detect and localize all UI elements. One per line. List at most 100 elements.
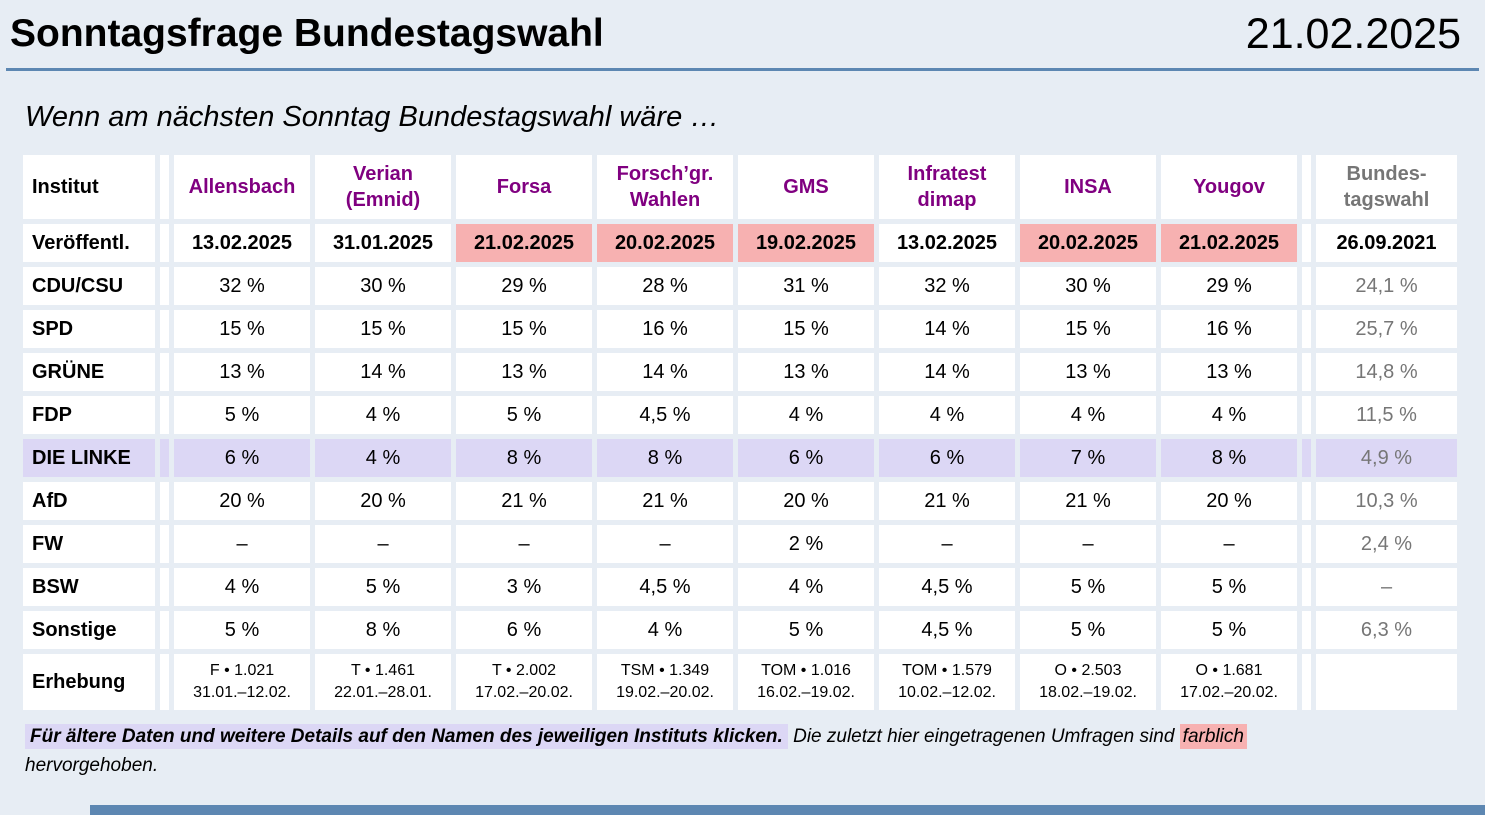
party-label: FW: [23, 525, 155, 563]
institute-header-cell: Yougov: [1161, 155, 1297, 219]
poll-value-cell: 13 %: [1020, 353, 1156, 391]
published-date-cell: 20.02.2025: [597, 224, 733, 262]
table-row: Sonstige 5 % 8 % 6 % 4 % 5 % 4,5 % 5 % 5 % 6,3 %: [23, 611, 1457, 649]
poll-value-cell: 4 %: [738, 396, 874, 434]
poll-value-cell: 20 %: [738, 482, 874, 520]
table-row: SPD 15 % 15 % 15 % 16 % 15 % 14 % 15 % 16 % 25,7 …: [23, 310, 1457, 348]
poll-value-cell: 6 %: [879, 439, 1015, 477]
institute-link[interactable]: Verian (Emnid): [345, 163, 421, 211]
poll-value-cell: 32 %: [174, 267, 310, 305]
poll-value-cell: 20 %: [315, 482, 451, 520]
published-label: Veröffentl.: [23, 224, 155, 262]
poll-value-cell: 16 %: [1161, 310, 1297, 348]
poll-table: Institut Allensbach Verian (Emnid) Forsa For…: [18, 150, 1462, 715]
table-row: DIE LINKE 6 % 4 % 8 % 8 % 6 % 6 % 7 % 8 % 4,9 %: [23, 439, 1457, 477]
election-result-cell: 11,5 %: [1316, 396, 1457, 434]
party-label: GRÜNE: [23, 353, 155, 391]
institute-link[interactable]: GMS: [783, 176, 829, 198]
election-result-cell: 25,7 %: [1316, 310, 1457, 348]
poll-value-cell: 13 %: [1161, 353, 1297, 391]
institute-header-cell: Forsa: [456, 155, 592, 219]
institute-link[interactable]: INSA: [1064, 176, 1112, 198]
poll-value-cell: 28 %: [597, 267, 733, 305]
poll-value-cell: –: [315, 525, 451, 563]
party-label: AfD: [23, 482, 155, 520]
survey-label: Erhebung: [23, 654, 155, 710]
election-result-cell: 24,1 %: [1316, 267, 1457, 305]
subtitle: Wenn am nächsten Sonntag Bundestagswahl …: [25, 101, 720, 133]
published-date-cell: 13.02.2025: [174, 224, 310, 262]
poll-value-cell: 4,5 %: [597, 568, 733, 606]
table-row: FW – – – –2 % – – –2,4 %: [23, 525, 1457, 563]
spacer-cell: [1302, 439, 1311, 477]
poll-value-cell: 4 %: [315, 439, 451, 477]
spacer-cell: [160, 654, 169, 710]
poll-value-cell: 13 %: [738, 353, 874, 391]
table-row: GRÜNE 13 % 14 % 13 % 14 % 13 % 14 % 13 % 13 % 14,…: [23, 353, 1457, 391]
election-result-cell: 2,4 %: [1316, 525, 1457, 563]
election-result-cell: 10,3 %: [1316, 482, 1457, 520]
published-date-cell: 31.01.2025: [315, 224, 451, 262]
institute-link[interactable]: Allensbach: [188, 176, 296, 198]
poll-value-cell: 29 %: [1161, 267, 1297, 305]
table-header-row: Institut Allensbach Verian (Emnid) Forsa For…: [23, 155, 1457, 219]
poll-value-cell: 4 %: [738, 568, 874, 606]
survey-info-cell: T • 1.461 22.01.–28.01.: [315, 654, 451, 710]
spacer-cell: [160, 267, 169, 305]
institut-corner-label: Institut: [23, 155, 155, 219]
poll-value-cell: 4 %: [315, 396, 451, 434]
election-result-cell: 14,8 %: [1316, 353, 1457, 391]
published-date-cell: 20.02.2025: [1020, 224, 1156, 262]
poll-value-cell: 5 %: [174, 611, 310, 649]
poll-value-cell: 5 %: [1161, 611, 1297, 649]
spacer-cell: [160, 568, 169, 606]
party-label: CDU/CSU: [23, 267, 155, 305]
election-date-cell: 26.09.2021: [1316, 224, 1457, 262]
poll-value-cell: 14 %: [879, 310, 1015, 348]
poll-value-cell: 4 %: [597, 611, 733, 649]
institute-link[interactable]: Infratest dimap: [907, 163, 987, 211]
poll-value-cell: 21 %: [597, 482, 733, 520]
poll-value-cell: 21 %: [456, 482, 592, 520]
party-label: SPD: [23, 310, 155, 348]
institute-header-cell: INSA: [1020, 155, 1156, 219]
poll-value-cell: 4,5 %: [597, 396, 733, 434]
institute-link[interactable]: Forsa: [496, 176, 552, 198]
spacer-cell: [160, 396, 169, 434]
footnote-recent-text: Die zuletzt hier eingetragenen Umfragen …: [793, 726, 1175, 747]
published-date-cell: 21.02.2025: [1161, 224, 1297, 262]
header-date: 21.02.2025: [1245, 10, 1461, 58]
poll-value-cell: 8 %: [1161, 439, 1297, 477]
poll-value-cell: 4,5 %: [879, 611, 1015, 649]
poll-value-cell: 8 %: [597, 439, 733, 477]
poll-value-cell: 4,5 %: [879, 568, 1015, 606]
survey-empty-cell: [1316, 654, 1457, 710]
spacer-cell: [1302, 654, 1311, 710]
survey-info-cell: TOM • 1.016 16.02.–19.02.: [738, 654, 874, 710]
spacer-cell: [1302, 155, 1311, 219]
poll-value-cell: 29 %: [456, 267, 592, 305]
survey-info-cell: TSM • 1.349 19.02.–20.02.: [597, 654, 733, 710]
published-row: Veröffentl. 13.02.2025 31.01.2025 21.02.202…: [23, 224, 1457, 262]
spacer-cell: [1302, 353, 1311, 391]
institute-link[interactable]: Yougov: [1193, 176, 1265, 198]
spacer-cell: [160, 525, 169, 563]
institute-link[interactable]: Forsch’gr. Wahlen: [616, 163, 714, 211]
survey-row: Erhebung F • 1.021 31.01.–12.02. T • 1.461…: [23, 654, 1457, 710]
spacer-cell: [1302, 267, 1311, 305]
poll-value-cell: 30 %: [1020, 267, 1156, 305]
poll-value-cell: 21 %: [879, 482, 1015, 520]
poll-value-cell: 15 %: [1020, 310, 1156, 348]
poll-value-cell: 13 %: [456, 353, 592, 391]
poll-value-cell: 14 %: [597, 353, 733, 391]
footnote-farblich-highlight: farblich: [1179, 724, 1247, 749]
poll-value-cell: 30 %: [315, 267, 451, 305]
election-result-cell: –: [1316, 568, 1457, 606]
spacer-cell: [1302, 482, 1311, 520]
poll-value-cell: –: [879, 525, 1015, 563]
poll-value-cell: 15 %: [174, 310, 310, 348]
poll-value-cell: 6 %: [738, 439, 874, 477]
survey-info-cell: O • 1.681 17.02.–20.02.: [1161, 654, 1297, 710]
poll-value-cell: 4 %: [1020, 396, 1156, 434]
footnote-click-hint: Für ältere Daten und weitere Details auf…: [25, 724, 788, 749]
